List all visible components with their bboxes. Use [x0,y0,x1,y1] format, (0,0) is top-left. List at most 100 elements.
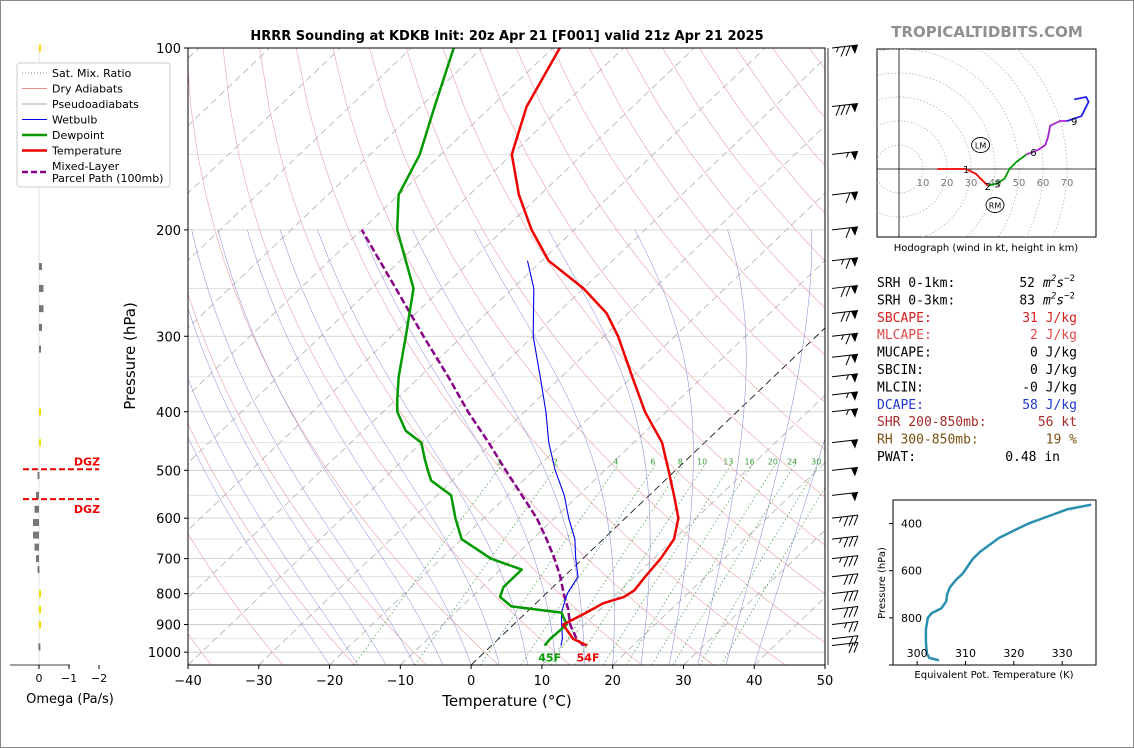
index-unit: m2s−2 [1042,291,1075,308]
barb-half-flag [841,334,844,341]
barb-flag [845,311,851,322]
moist-adiabat [188,436,330,665]
hodograph-ring-label: 60 [1037,178,1050,189]
barb-half-flag [839,537,842,544]
index-unit: m2s−2 [1042,274,1075,291]
mixing-ratio-line [721,486,825,665]
x-tick-label: −40 [174,674,201,689]
legend-label-line: Sat. Mix. Ratio [52,67,132,80]
omega-tick-label: 0 [36,672,43,685]
omega-bar [36,555,39,563]
theta-e-frame [892,499,1097,666]
theta-e-ylabel: Pressure (hPa) [877,547,888,619]
mixing-ratio-line [602,464,732,665]
hodograph-rm-marker [985,197,1005,213]
moist-adiabat [697,229,747,665]
barb-flag [845,286,851,297]
dewpoint-line [395,48,568,647]
barb-flag [845,355,851,366]
legend-label-line: Pseudoadiabats [52,98,139,111]
theta-x-tick-label: 300 [907,647,928,660]
barb-half-flag [836,47,839,53]
theta-y-tick-label: 800 [901,612,922,625]
barb-staff [831,621,859,626]
isotherm-line [400,260,825,665]
skewt-plot-frame [187,47,826,666]
isotherm-line [612,462,825,665]
omega-xlabel: Omega (Pa/s) [26,692,114,707]
unit-part: m [1042,276,1051,291]
theta-x-tick-label: 320 [1003,647,1024,660]
omega-bar [39,590,41,598]
barb-pennant [851,226,858,236]
wind-barb [831,573,859,586]
hodograph-height-label: 2 [985,182,991,193]
hodograph-height-label: 9 [1071,117,1077,128]
barb-half-flag [846,409,849,416]
barb-staff [831,606,859,611]
dgz-label: DGZ [74,503,100,516]
barb-flag [840,46,846,57]
barb-half-flag [839,516,842,523]
omega-bar [39,606,41,614]
theta-e-line [924,503,1092,662]
omega-bar [39,408,41,416]
moist-adiabat [279,229,500,665]
theta-e-xlabel: Equivalent Pot. Temperature (K) [914,670,1073,681]
omega-bar [39,44,41,52]
mixing-ratio-label: 4 [613,458,618,467]
legend-label-line: Temperature [51,145,122,158]
index-value: 0 J/kg [1030,346,1077,361]
barb-pennant [851,45,858,54]
wind-barb [831,373,859,383]
barb-flag [853,635,859,646]
omega-bar [39,263,42,271]
wetbulb-line [526,260,579,646]
x-tick-label: 20 [604,674,621,689]
x-tick-label: −30 [245,674,272,689]
barb-staff [831,257,859,262]
wind-barb [831,606,859,618]
index-label: SBCAPE: [877,311,932,326]
barb-half-flag [841,259,844,265]
dry-adiabat [259,48,642,665]
barb-pennant [851,151,858,161]
mixing-ratio-line [520,464,656,665]
barb-flag [835,105,841,116]
moist-adiabat [361,229,557,665]
omega-bar [33,518,39,526]
barb-flag [843,556,849,567]
omega-bar [37,472,40,480]
watermark: TROPICALTIDBITS.COM [891,23,1083,41]
theta-y-tick-label: 600 [901,565,922,578]
mixing-ratio-label: 8 [678,458,683,467]
x-tick-label: 40 [746,674,763,689]
surface-dewpoint-label: 45F [538,652,561,665]
unit-part: s [1056,276,1064,291]
wind-barb [831,535,859,548]
mixing-ratio-line [353,464,503,665]
dry-adiabat [188,65,499,665]
wind-barb [831,44,859,57]
mixing-ratio-label: 16 [745,458,755,467]
barb-flag [840,104,846,116]
wind-barb [831,642,859,654]
barb-flag [843,591,849,602]
y-tick-label: 1000 [148,646,181,661]
dry-adiabat [479,48,825,498]
x-tick-label: 10 [534,674,551,689]
barb-staff [831,514,859,519]
dgz-label: DGZ [74,455,100,468]
omega-bar [39,323,42,331]
isotherm-line [258,125,825,665]
barb-flag [840,311,846,323]
index-label: MLCAPE: [877,328,932,343]
barb-staff [831,573,859,578]
wind-barb [831,391,859,401]
isotherm-line [188,48,766,599]
isotherm-line [188,57,825,665]
y-tick-label: 800 [156,588,181,603]
index-value: 58 J/kg [1022,398,1077,413]
moist-adiabat [547,229,651,665]
